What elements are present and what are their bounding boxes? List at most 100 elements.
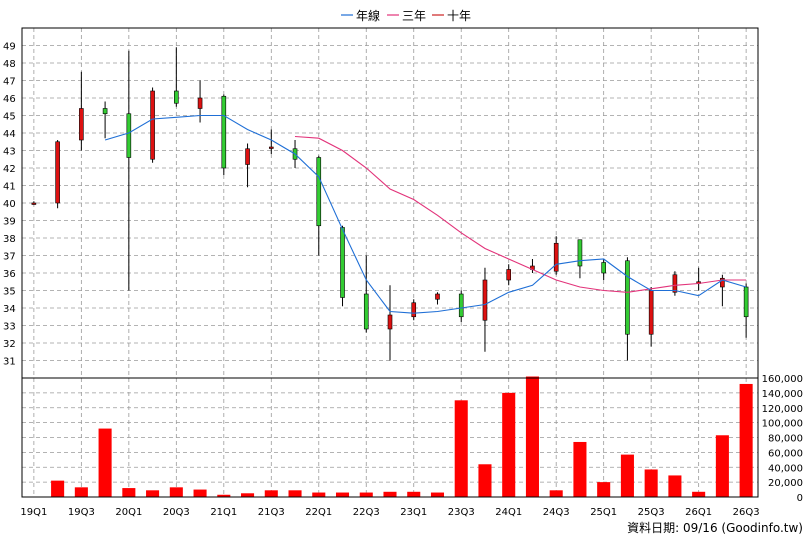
price-tick-label: 35 <box>3 287 16 298</box>
x-tick-label: 20Q1 <box>115 507 142 518</box>
price-tick-label: 38 <box>3 234 16 245</box>
x-tick-label: 19Q1 <box>20 507 47 518</box>
candle-body <box>625 260 630 335</box>
candle-body <box>743 286 749 318</box>
x-tick-label: 24Q1 <box>495 507 522 518</box>
candle-body <box>458 293 464 318</box>
candle-body <box>126 113 132 158</box>
volume-bar <box>549 490 563 497</box>
line-three-year <box>294 135 747 293</box>
x-tick-label: 21Q1 <box>210 507 237 518</box>
volume-bar <box>573 441 587 497</box>
price-tick-label: 44 <box>3 129 16 140</box>
price-tick-label: 49 <box>3 42 16 53</box>
candle-body <box>506 269 512 281</box>
x-tick-label: 24Q3 <box>543 507 570 518</box>
line-year <box>104 114 747 314</box>
candle-body <box>197 97 203 109</box>
price-tick-label: 33 <box>3 322 16 333</box>
candle-body <box>577 239 583 267</box>
volume-bar <box>478 464 492 497</box>
x-tick-label: 20Q3 <box>163 507 190 518</box>
candle-body <box>435 293 440 300</box>
moving-average-lines <box>104 114 747 314</box>
price-tick-label: 37 <box>3 252 16 263</box>
candle-body <box>363 293 369 330</box>
x-tick-label: 23Q3 <box>448 507 475 518</box>
volume-bar <box>146 490 160 497</box>
volume-bar <box>620 454 634 497</box>
price-tick-label: 45 <box>3 112 16 123</box>
candle-body <box>601 262 606 274</box>
candle-body <box>553 242 559 272</box>
volume-bar <box>241 493 255 497</box>
price-tick-label: 40 <box>3 199 16 210</box>
legend-label-three-year: 三年 <box>402 9 426 23</box>
volume-bar <box>122 488 136 497</box>
volume-bar <box>359 492 373 497</box>
volume-bar <box>692 491 706 497</box>
price-tick-label: 47 <box>3 77 16 88</box>
candle-body <box>245 148 250 165</box>
candle-body <box>340 227 345 298</box>
volume-bar <box>668 475 682 497</box>
price-tick-label: 43 <box>3 147 16 158</box>
volume-bar <box>98 428 112 497</box>
price-tick-label: 42 <box>3 164 16 175</box>
candle-body <box>387 314 393 330</box>
price-tick-label: 39 <box>3 217 16 228</box>
x-tick-label: 26Q3 <box>733 507 760 518</box>
price-tick-label: 48 <box>3 59 16 70</box>
volume-tick-label: 140,000 <box>762 389 803 400</box>
volume-bars <box>51 376 753 497</box>
candle-body <box>102 108 108 115</box>
volume-bar <box>407 491 421 497</box>
volume-bar <box>335 492 350 497</box>
volume-tick-label: 60,000 <box>768 448 803 459</box>
volume-tick-label: 160,000 <box>762 374 803 385</box>
volume-bar <box>454 400 468 497</box>
legend-label-ten-year: 十年 <box>447 9 471 23</box>
volume-tick-label: 40,000 <box>768 463 803 474</box>
candle-body <box>672 274 678 293</box>
volume-bar <box>715 435 729 497</box>
price-tick-label: 41 <box>3 182 16 193</box>
price-tick-label: 32 <box>3 339 16 350</box>
price-tick-label: 31 <box>3 357 16 368</box>
candle-body <box>316 157 322 227</box>
x-tick-label: 22Q3 <box>353 507 380 518</box>
candles <box>31 47 749 361</box>
volume-tick-label: 0 <box>797 493 803 504</box>
candle-body <box>55 141 60 204</box>
volume-bar <box>525 376 539 497</box>
x-tick-label: 25Q1 <box>590 507 617 518</box>
volume-tick-label: 100,000 <box>762 419 803 430</box>
x-tick-label: 26Q1 <box>685 507 712 518</box>
candle-body <box>268 146 274 149</box>
legend: 年線 三年 十年 <box>341 8 471 23</box>
volume-bar <box>739 383 753 497</box>
candle-body <box>174 90 179 104</box>
candle-body <box>79 108 84 141</box>
x-tick-label: 23Q1 <box>400 507 427 518</box>
x-tick-label: 25Q3 <box>638 507 665 518</box>
axes: 31 32 33 34 35 36 37 38 39 40 41 42 43 44 45 46 47 48 49 0 2… <box>3 27 803 518</box>
footer-text: 資料日期: 09/16 (Goodinfo.tw) <box>627 521 803 535</box>
candle-body <box>31 202 37 205</box>
volume-bar <box>264 490 278 497</box>
x-tick-label: 21Q3 <box>258 507 285 518</box>
x-tick-label: 22Q1 <box>305 507 332 518</box>
volume-bar <box>74 487 88 497</box>
candle-body <box>221 95 227 169</box>
x-tick-label: 19Q3 <box>68 507 95 518</box>
volume-bar <box>169 487 183 497</box>
volume-bar <box>597 482 611 497</box>
plot-frame <box>21 27 759 498</box>
volume-bar <box>644 469 658 497</box>
volume-bar <box>502 392 516 497</box>
volume-bar <box>383 491 397 497</box>
candle-body <box>411 302 417 318</box>
candle-body <box>150 90 155 160</box>
volume-bar <box>193 489 207 497</box>
